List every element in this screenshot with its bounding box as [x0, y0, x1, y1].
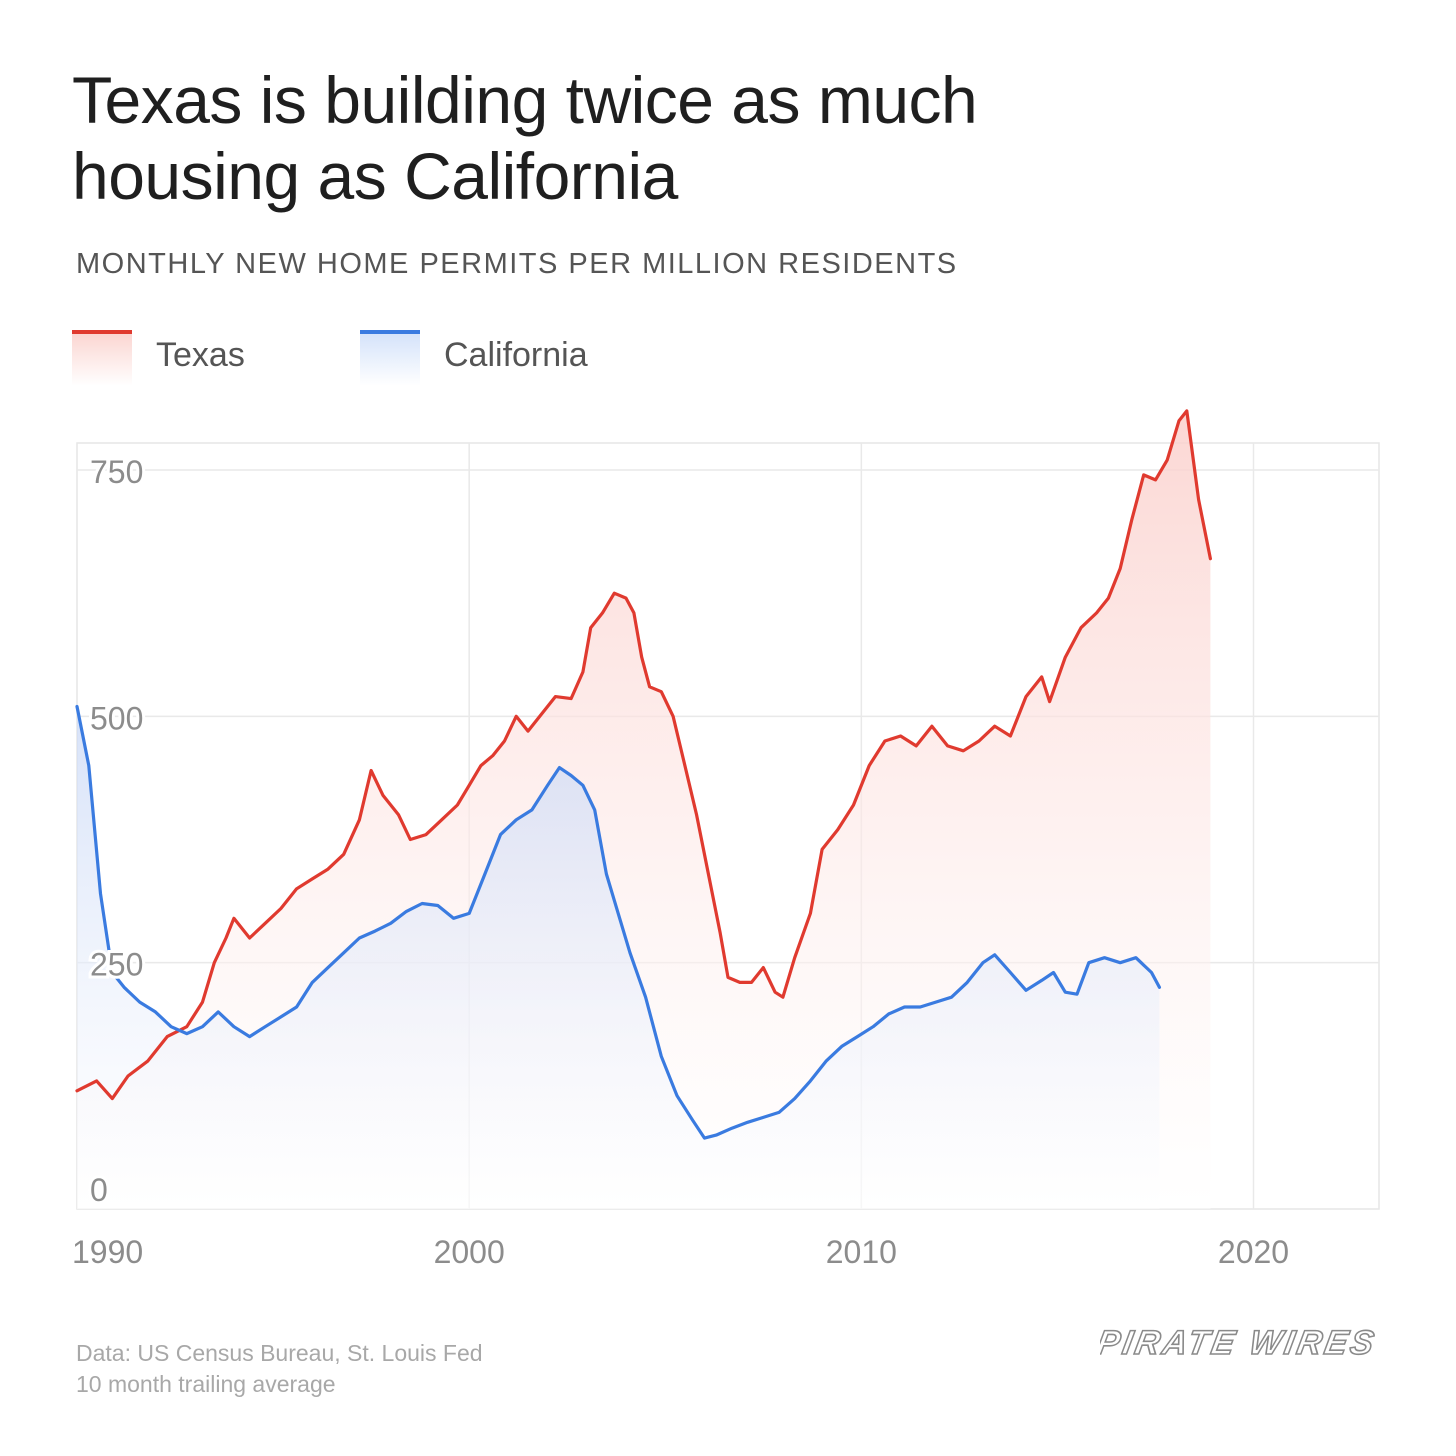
line-texas [75, 409, 1212, 1101]
y-tick-label-500: 500 [90, 700, 143, 736]
chart-title-line-1: Texas is building twice as much [72, 63, 978, 137]
legend-label-texas: Texas [156, 336, 245, 374]
brand-logo-text: PIRATE WIRES [1100, 1324, 1380, 1362]
source-note: Data: US Census Bureau, St. Louis Fed 10… [76, 1338, 483, 1400]
chart-title: Texas is building twice as much housing … [72, 62, 1272, 214]
y-tick-label-250: 250 [90, 947, 143, 983]
legend-label-california: California [444, 336, 588, 374]
y-tick-label-750: 750 [90, 454, 143, 490]
line-california [75, 704, 1161, 1140]
source-line-2: 10 month trailing average [76, 1371, 336, 1397]
x-tick-label-2020: 2020 [1218, 1234, 1289, 1270]
x-tick-labels: 1990 2000 2010 2020 [72, 1234, 1289, 1270]
legend-swatch-texas [72, 330, 132, 386]
brand-logo: PIRATE WIRES [1100, 1323, 1380, 1362]
source-line-1: Data: US Census Bureau, St. Louis Fed [76, 1340, 483, 1366]
lines [75, 409, 1212, 1140]
areas [77, 410, 1211, 1209]
x-tick-label-2000: 2000 [434, 1234, 505, 1270]
x-tick-label-1990: 1990 [72, 1234, 143, 1270]
legend-swatch-california [360, 330, 420, 386]
chart-title-line-2: housing as California [72, 139, 678, 213]
area-california [77, 706, 1160, 1209]
chart-subtitle: MONTHLY NEW HOME PERMITS PER MILLION RES… [76, 248, 958, 280]
y-tick-label-0: 0 [90, 1172, 108, 1208]
y-tick-labels: 0 250 500 750 [87, 451, 146, 1211]
x-tick-label-2010: 2010 [826, 1234, 897, 1270]
